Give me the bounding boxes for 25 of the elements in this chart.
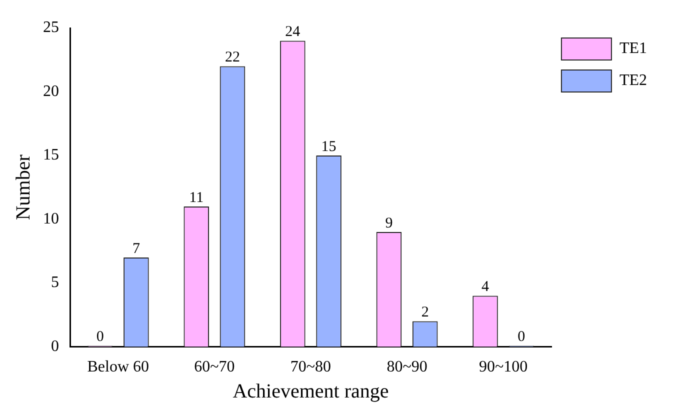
y-tick-label: 5 [51,274,59,292]
legend-label: TE1 [619,40,647,58]
y-tick-label: 0 [51,338,59,356]
data-label: 11 [189,190,204,206]
data-label: 15 [321,138,336,155]
y-tick-label: 20 [43,82,59,100]
data-label: 2 [421,304,429,321]
x-tick-label: 60~70 [194,358,235,376]
x-tick-label: 80~90 [386,358,428,376]
data-label: 0 [96,329,104,346]
y-axis-title: Number [12,154,34,220]
x-tick-label: Below 60 [87,358,150,376]
data-label: 0 [518,329,526,346]
data-label: 22 [224,50,240,66]
data-label: 24 [285,24,301,40]
y-tick-label: 25 [43,19,59,36]
y-tick-label: 10 [43,210,59,228]
data-label: 7 [132,240,140,257]
legend-label: TE2 [619,72,647,90]
data-label: 4 [482,279,490,296]
data-label: 9 [385,215,393,232]
x-tick-label: 90~100 [478,358,528,376]
x-axis-title: Achievement range [232,380,389,402]
x-tick-label: 70~80 [290,358,332,376]
y-tick-label: 15 [43,146,59,164]
